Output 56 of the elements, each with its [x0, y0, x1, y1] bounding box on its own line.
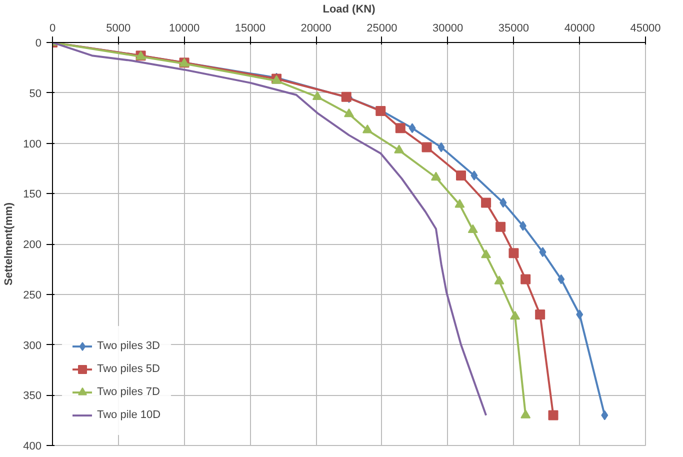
x-tick-label: 15000: [234, 22, 266, 34]
point: [535, 310, 546, 320]
point: [496, 222, 506, 232]
y-tick-label: 100: [23, 138, 42, 150]
point: [601, 410, 608, 420]
point: [548, 410, 558, 420]
point: [422, 142, 432, 152]
x-tick-label: 35000: [498, 22, 530, 34]
point: [394, 144, 404, 154]
y-tick-label: 50: [29, 88, 42, 100]
y-tick-label: 400: [23, 440, 42, 452]
point: [508, 248, 519, 258]
point: [395, 123, 406, 134]
point: [500, 198, 507, 208]
x-tick-label: 20000: [300, 22, 332, 34]
point: [576, 310, 584, 320]
point: [468, 224, 478, 233]
point: [454, 199, 465, 208]
point: [481, 198, 492, 208]
legend-label: Two piles 5D: [97, 363, 160, 375]
point: [362, 124, 372, 134]
x-tick-label: 40000: [564, 22, 595, 34]
point: [494, 276, 504, 284]
x-tick-label: 5000: [106, 22, 131, 34]
y-tick-label: 0: [35, 38, 42, 50]
legend-label: Two piles 7D: [97, 386, 160, 398]
x-tick-label: 0: [49, 22, 56, 34]
point: [520, 410, 531, 418]
point: [341, 92, 352, 102]
point: [344, 108, 354, 118]
point: [519, 220, 526, 231]
x-tick-label: 30000: [432, 22, 464, 34]
point: [408, 123, 416, 134]
point: [481, 249, 492, 258]
x-tick-label: 45000: [630, 22, 661, 34]
point: [430, 172, 441, 181]
y-tick-label: 300: [23, 340, 42, 352]
y-tick-label: 150: [23, 188, 42, 201]
point: [510, 310, 520, 320]
y-axis-title: Settelment(mm): [3, 202, 16, 286]
point: [539, 247, 546, 258]
legend-label: Two pile 10D: [97, 409, 161, 421]
point: [438, 142, 445, 152]
point: [376, 106, 386, 116]
point: [470, 170, 478, 180]
point: [312, 91, 322, 100]
point: [558, 274, 565, 284]
x-axis-title: Load (KN): [322, 4, 376, 16]
point: [520, 274, 531, 284]
y-tick-label: 250: [23, 289, 42, 302]
y-tick-label: 200: [23, 239, 42, 251]
point: [456, 170, 466, 180]
x-tick-label: 25000: [366, 22, 398, 34]
x-tick-label: 10000: [168, 22, 200, 34]
y-tick-label: 350: [23, 390, 42, 402]
legend-label: Two piles 3D: [97, 340, 160, 352]
